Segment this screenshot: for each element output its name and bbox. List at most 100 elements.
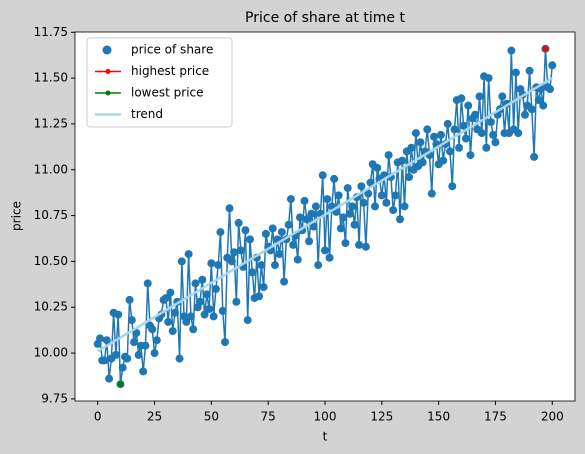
x-tick-label: 175 [484,410,507,424]
price-point [475,92,484,101]
price-point [464,101,473,110]
price-point [498,92,507,101]
price-point [321,246,329,255]
y-tick-label: 10.50 [34,254,68,268]
x-tick-label: 0 [94,410,102,424]
price-point [366,178,375,187]
price-point [443,119,452,128]
price-point [225,204,234,213]
price-point [364,189,373,198]
price-point [175,354,184,363]
price-point [534,96,543,105]
price-point [491,138,500,147]
x-tick-label: 100 [314,410,337,424]
price-point [355,240,364,249]
price-point [132,328,141,337]
price-point [407,143,416,152]
price-point [139,367,148,376]
price-point [211,284,220,293]
price-point [373,163,382,172]
price-point [207,259,216,268]
price-point [527,105,536,114]
price-point [125,295,134,304]
price-point [100,356,109,365]
price-point [277,228,286,237]
price-point [243,316,252,325]
price-point [436,130,445,139]
price-point [143,279,152,288]
price-point [227,257,236,266]
x-tick-label: 50 [204,410,219,424]
price-point [293,255,302,264]
price-point [511,68,520,77]
price-point [539,101,548,110]
price-point [514,129,523,138]
x-tick-label: 75 [261,410,276,424]
price-point [150,349,159,358]
price-point [214,261,223,270]
price-point [123,354,132,363]
price-point [296,213,304,222]
legend-marker [105,69,111,74]
price-point [457,94,466,103]
trend-line [97,77,553,353]
y-tick-label: 10.25 [34,300,68,314]
price-point [455,143,464,152]
price-point [389,206,398,215]
y-tick-label: 11.50 [34,71,68,85]
price-point [246,235,254,244]
plot-frame [74,31,576,402]
price-point [127,316,136,325]
price-point [259,283,268,292]
legend-label: price of share [131,43,213,57]
y-tick-label: 9.75 [41,391,68,405]
price-point [102,336,111,345]
legend-label: lowest price [131,86,204,100]
price-point [361,242,370,251]
price-point [466,151,475,160]
price-point [530,152,539,161]
price-point [114,310,123,319]
price-point [439,156,448,165]
legend-box [86,37,233,128]
price-point [205,305,214,314]
price-point [209,312,218,321]
extreme-point [117,381,124,388]
price-point [96,334,104,343]
price-point [307,209,316,218]
price-point [286,195,295,204]
price-point [416,138,425,147]
legend-label: trend [131,107,163,121]
price-point [261,229,270,238]
price-point [234,218,243,227]
price-point [309,222,318,231]
price-point [489,130,498,139]
price-point [191,279,200,288]
price-point [218,306,227,315]
price-point [521,110,529,119]
price-point [168,327,177,336]
price-point [343,184,352,193]
y-tick-label: 11.00 [34,162,68,176]
price-point [305,237,314,246]
price-point [477,129,486,138]
price-point [184,250,193,259]
price-point [459,121,468,130]
price-point [111,350,120,359]
y-tick-label: 10.75 [34,208,68,222]
price-point [161,294,170,303]
extreme-point [542,45,549,52]
price-point [461,134,470,143]
legend-label: highest price [131,64,209,78]
x-tick-label: 150 [427,410,450,424]
price-point [232,297,241,306]
y-tick-label: 11.75 [34,25,68,39]
price-point [398,156,407,165]
price-point [546,85,554,94]
y-tick-label: 11.25 [34,116,68,130]
price-point [382,198,391,207]
price-point [357,182,366,191]
legend-marker [102,45,112,55]
price-point [118,363,127,372]
price-point [182,317,191,326]
